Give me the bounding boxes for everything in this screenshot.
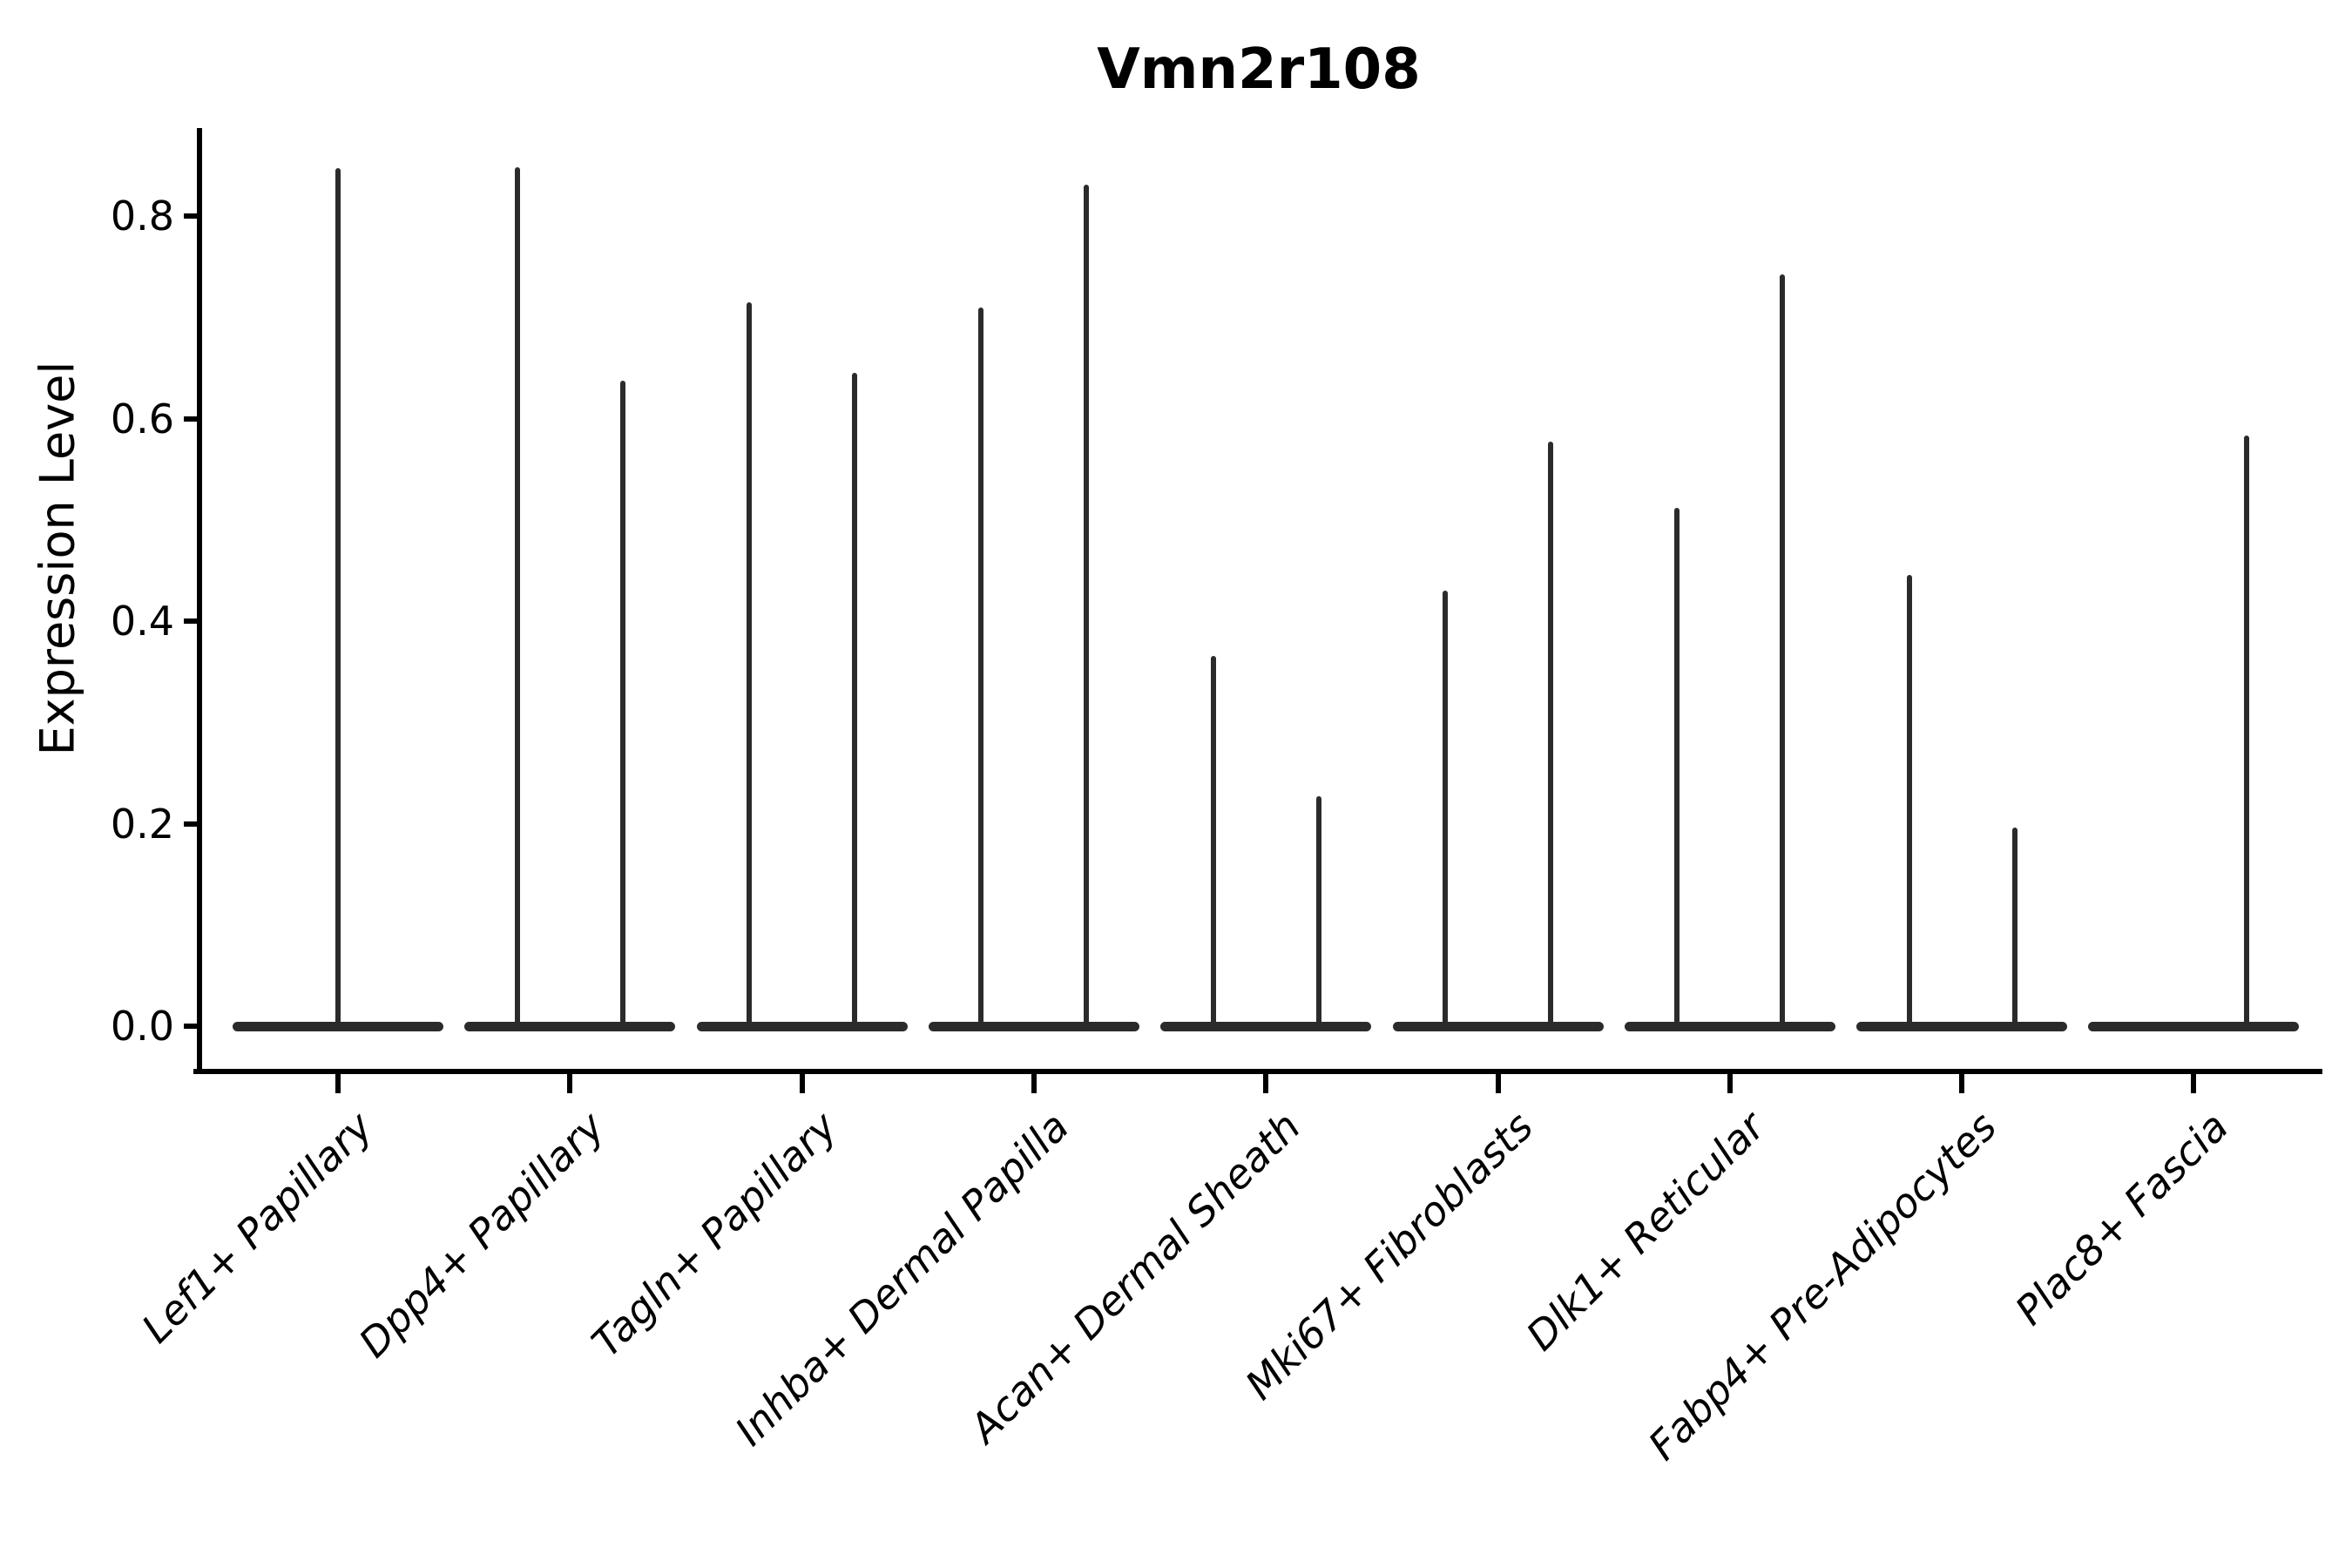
x-category-label: Plac8+ Fascia — [2006, 1103, 2238, 1335]
violin-base — [2088, 1021, 2300, 1031]
x-tick-mark — [567, 1072, 573, 1093]
violin-spike — [1906, 574, 1912, 1031]
violin-spike — [619, 381, 625, 1031]
violin-spike — [1674, 507, 1680, 1031]
violin-spike — [335, 168, 341, 1031]
violin-spike — [2011, 828, 2017, 1031]
y-axis-label: Expression Level — [30, 361, 85, 756]
y-tick-mark — [184, 416, 202, 422]
y-tick-mark — [184, 618, 202, 624]
x-tick-mark — [335, 1072, 341, 1093]
violin-spike — [978, 307, 984, 1031]
x-tick-mark — [1263, 1072, 1269, 1093]
x-tick-mark — [1727, 1072, 1733, 1093]
x-tick-mark — [1959, 1072, 1965, 1093]
violin-spike — [747, 301, 753, 1031]
chart-title: Vmn2r108 — [1097, 37, 1421, 102]
y-tick-label: 0.8 — [110, 193, 174, 240]
x-category-label: Dpp4+ Papillary — [349, 1103, 614, 1367]
x-category-label: Tagln+ Papillary — [582, 1103, 846, 1367]
x-tick-mark — [799, 1072, 805, 1093]
x-axis-spine — [193, 1069, 2322, 1074]
violin-base — [928, 1021, 1139, 1031]
violin-spike — [852, 373, 858, 1031]
violin-spike — [1548, 442, 1553, 1031]
violin-base — [1624, 1021, 1835, 1031]
y-tick-label: 0.0 — [110, 1003, 174, 1050]
y-tick-mark — [184, 821, 202, 827]
violin-base — [696, 1021, 908, 1031]
violin-base — [1160, 1021, 1372, 1031]
y-tick-label: 0.4 — [110, 598, 174, 645]
violin-base — [1856, 1021, 2068, 1031]
x-tick-mark — [2191, 1072, 2197, 1093]
violin-spike — [1443, 591, 1448, 1031]
y-tick-label: 0.6 — [110, 395, 174, 443]
x-tick-mark — [1495, 1072, 1501, 1093]
violin-spike — [1084, 184, 1090, 1031]
y-tick-mark — [184, 1024, 202, 1029]
x-tick-mark — [1031, 1072, 1037, 1093]
y-tick-mark — [184, 213, 202, 219]
violin-spike — [1210, 655, 1216, 1031]
x-category-label: Lef1+ Papillary — [132, 1103, 382, 1352]
violin-spike — [1780, 274, 1786, 1031]
y-tick-label: 0.2 — [110, 800, 174, 848]
violin-base — [1392, 1021, 1604, 1031]
violin-spike — [514, 167, 520, 1031]
y-axis-spine — [197, 128, 202, 1074]
violin-spike — [2243, 436, 2249, 1031]
x-category-label: Dlk1+ Reticular — [1517, 1103, 1774, 1360]
violin-spike — [1315, 796, 1321, 1031]
violin-base — [464, 1021, 676, 1031]
